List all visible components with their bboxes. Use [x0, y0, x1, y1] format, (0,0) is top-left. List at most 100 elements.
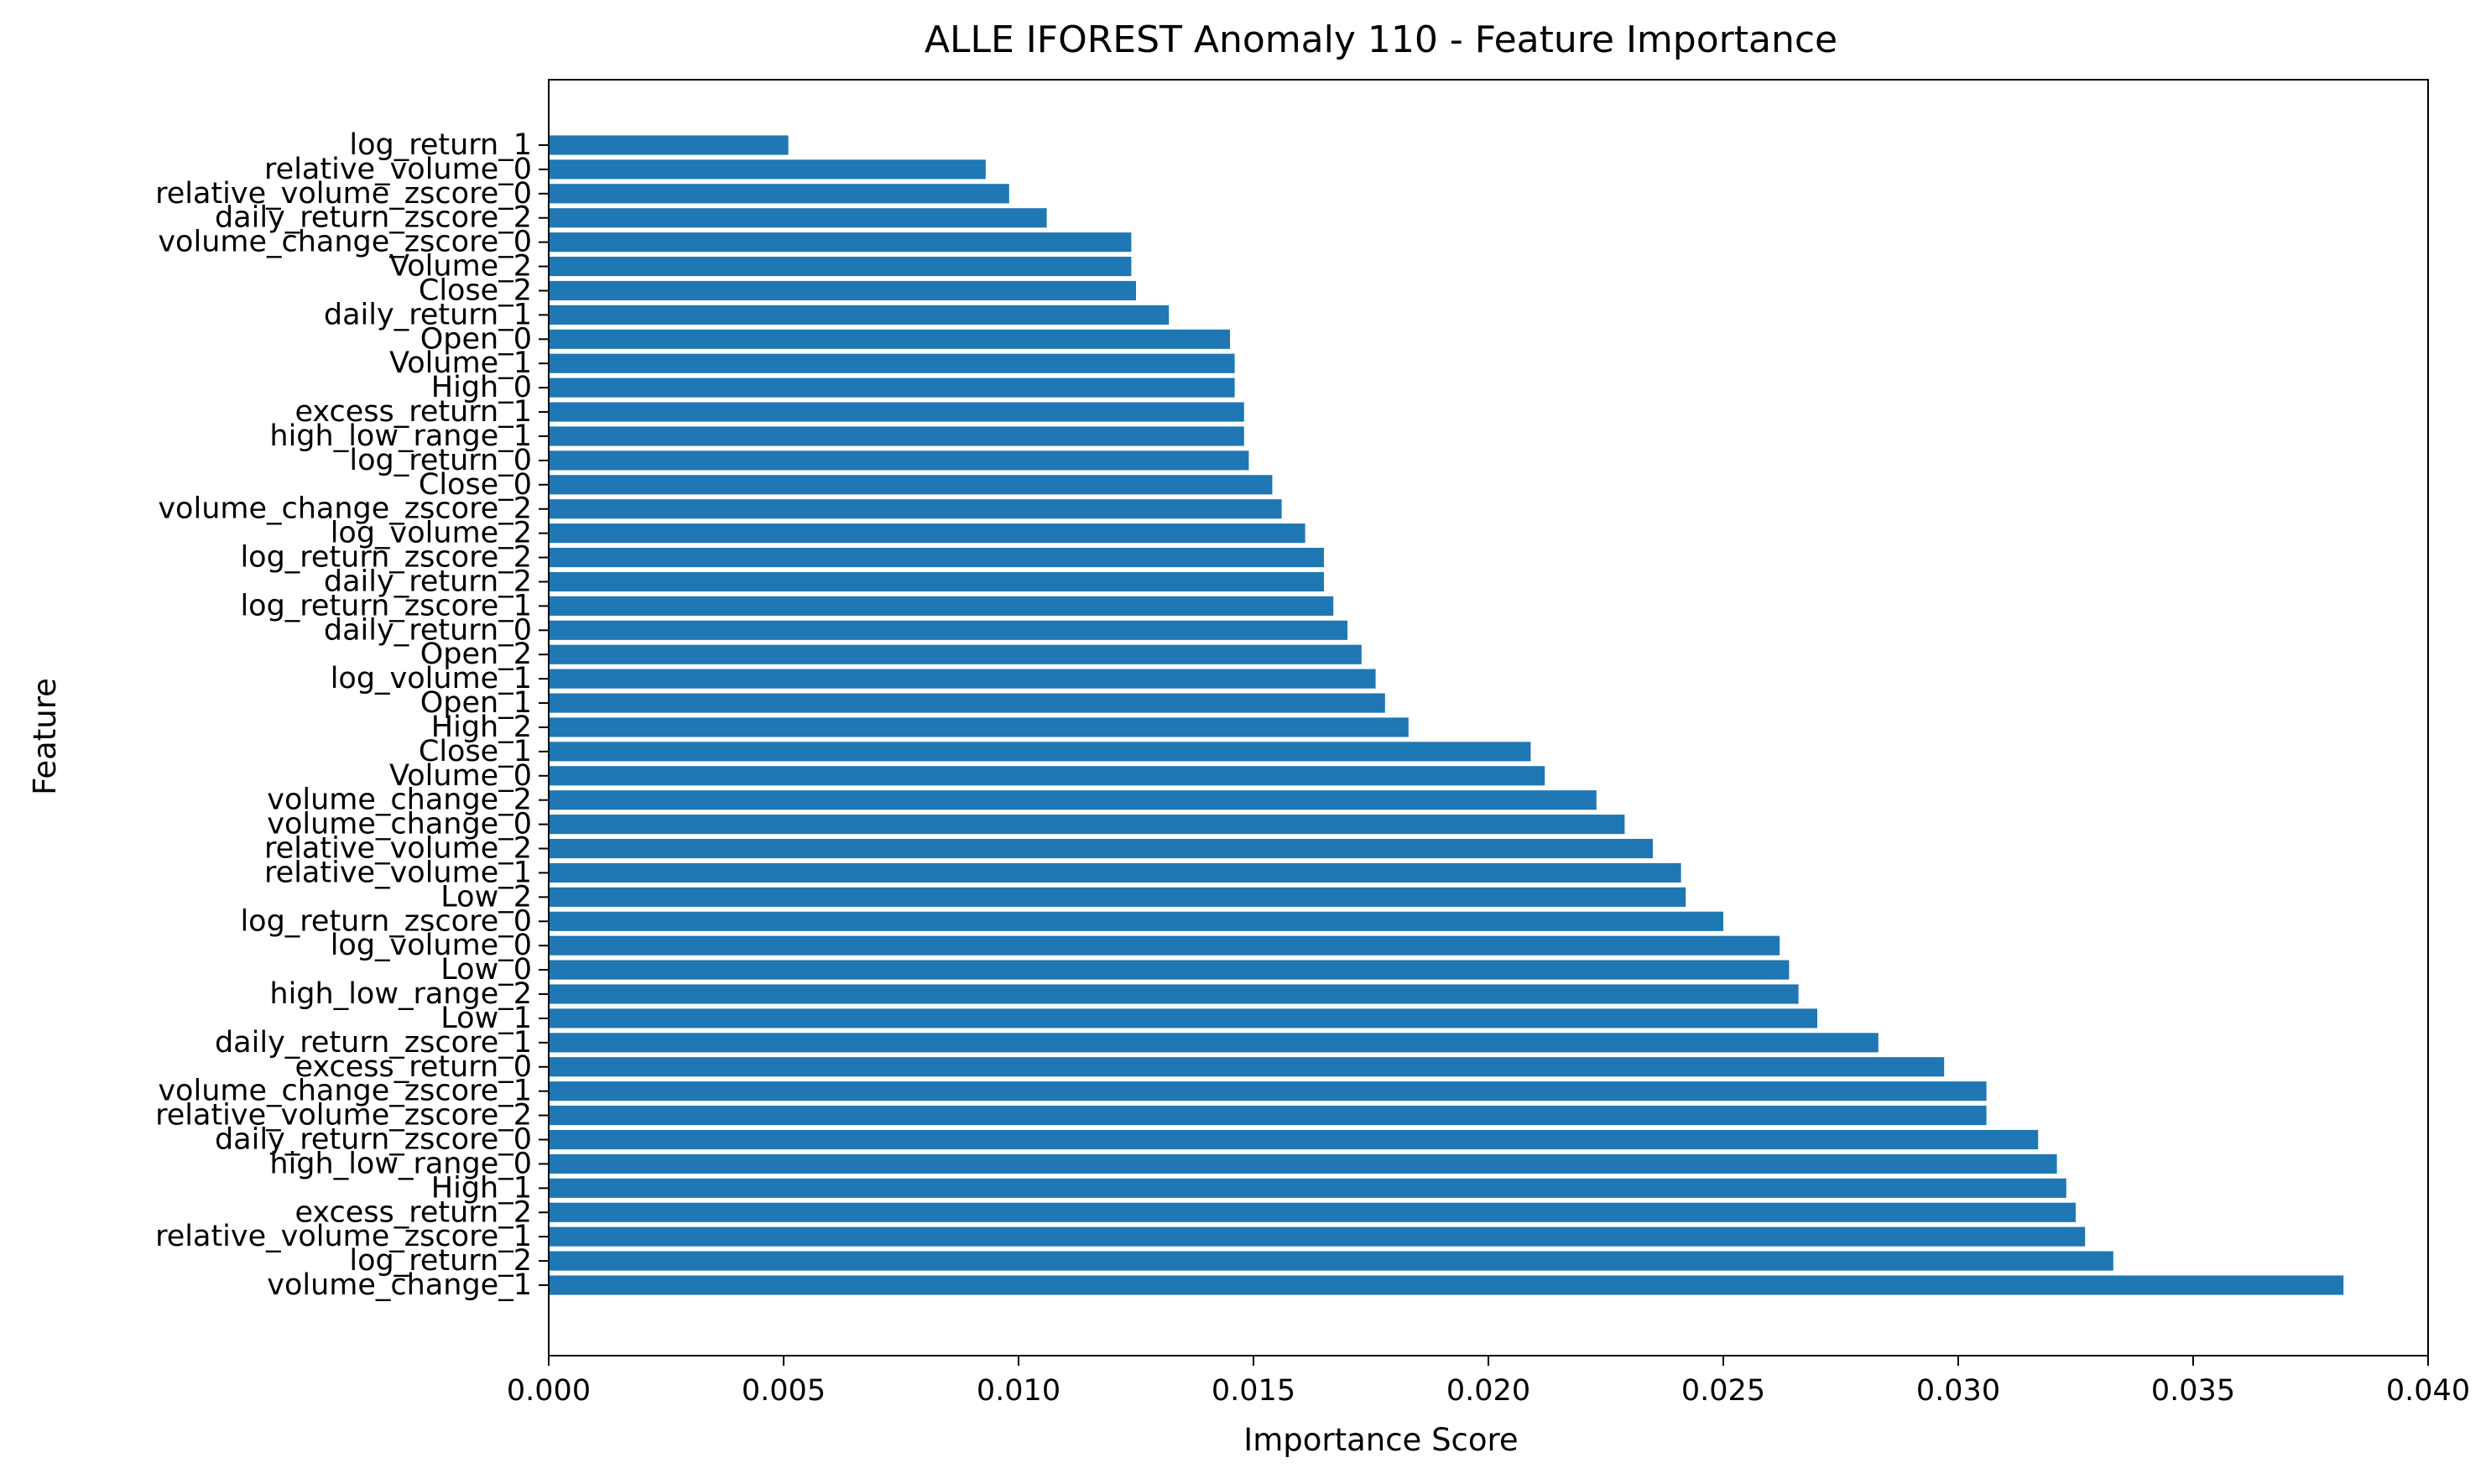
y-tick-label: relative_volume_zscore_0 [155, 177, 532, 211]
y-tick-label: relative_volume_0 [264, 153, 532, 186]
x-tick-label: 0.020 [1446, 1374, 1530, 1408]
y-tick-label: Close_2 [419, 273, 532, 307]
bar-excess_return_2 [549, 1202, 2076, 1222]
y-tick-label: Low_2 [440, 880, 532, 914]
bar-log_volume_2 [549, 523, 1305, 544]
bar-log_return_0 [549, 450, 1249, 471]
bar-relative_volume_0 [549, 159, 986, 180]
bar-Low_2 [549, 887, 1686, 907]
y-tick-label: volume_change_1 [267, 1268, 532, 1302]
y-tick-label: relative_volume_1 [264, 856, 532, 889]
y-tick-label: volume_change_zscore_0 [158, 226, 532, 259]
x-tick-label: 0.000 [507, 1374, 591, 1408]
bar-relative_volume_2 [549, 838, 1653, 859]
bars-group [549, 135, 2344, 1295]
bar-relative_volume_1 [549, 862, 1681, 883]
bar-log_return_zscore_2 [549, 547, 1324, 568]
y-axis-label: Feature [27, 678, 63, 795]
bar-daily_return_0 [549, 620, 1347, 640]
y-tick-label: high_low_range_2 [269, 977, 532, 1011]
y-tick-label: volume_change_0 [267, 808, 532, 841]
x-tick-label: 0.030 [1916, 1374, 2000, 1408]
bar-excess_return_1 [549, 402, 1244, 422]
bar-volume_change_zscore_0 [549, 232, 1132, 253]
bar-log_volume_1 [549, 669, 1376, 689]
bar-High_0 [549, 378, 1235, 398]
y-tick-label: relative_volume_zscore_2 [155, 1099, 532, 1133]
bar-Open_0 [549, 329, 1230, 349]
y-tick-label: high_low_range_0 [269, 1147, 532, 1180]
y-tick-label: Low_1 [440, 1002, 532, 1035]
y-tick-label: log_return_2 [349, 1244, 532, 1278]
bar-Low_1 [549, 1008, 1817, 1028]
bar-Volume_2 [549, 257, 1132, 277]
y-tick-label: High_0 [431, 371, 532, 404]
y-tick-label: Open_2 [420, 638, 532, 671]
bar-log_volume_0 [549, 935, 1780, 955]
y-tick-label: log_return_1 [349, 128, 532, 162]
bar-high_low_range_1 [549, 426, 1244, 446]
y-tick-label: log_return_zscore_0 [240, 904, 532, 938]
bar-log_return_2 [549, 1251, 2113, 1271]
bar-Low_0 [549, 960, 1790, 980]
bar-daily_return_zscore_0 [549, 1129, 2039, 1150]
y-tick-label: excess_return_1 [294, 395, 532, 429]
y-tick-label: Close_1 [419, 735, 532, 768]
bar-log_return_zscore_1 [549, 596, 1334, 616]
y-tick-label: log_volume_2 [331, 517, 532, 550]
bar-excess_return_0 [549, 1057, 1945, 1077]
bar-log_return_1 [549, 135, 789, 155]
y-tick-label: excess_return_0 [294, 1050, 532, 1084]
y-tick-label: volume_change_2 [267, 784, 532, 817]
plot-frame [548, 79, 2429, 1356]
bar-Volume_1 [549, 353, 1235, 373]
y-tick-label: High_2 [431, 711, 532, 744]
bar-Open_2 [549, 644, 1362, 664]
y-tick-label: log_return_zscore_1 [240, 589, 532, 622]
bar-volume_change_zscore_1 [549, 1081, 1987, 1101]
bar-High_1 [549, 1178, 2066, 1198]
x-tick-label: 0.005 [742, 1374, 826, 1408]
bar-daily_return_1 [549, 305, 1170, 325]
bar-volume_change_0 [549, 815, 1625, 835]
x-tick-label: 0.025 [1681, 1374, 1765, 1408]
y-tick-label: high_low_range_1 [269, 419, 532, 453]
bar-volume_change_zscore_2 [549, 499, 1282, 519]
bar-daily_return_2 [549, 571, 1324, 592]
bar-Volume_0 [549, 766, 1545, 786]
x-tick-label: 0.040 [2386, 1374, 2470, 1408]
y-tick-label: excess_return_2 [294, 1195, 532, 1229]
y-tick-label: volume_change_zscore_2 [158, 492, 532, 526]
bar-volume_change_1 [549, 1275, 2344, 1295]
bar-Close_2 [549, 280, 1136, 301]
y-tick-label: daily_return_0 [324, 613, 532, 647]
bar-relative_volume_zscore_1 [549, 1226, 2086, 1247]
y-tick-label: Open_1 [420, 686, 532, 720]
x-tick-label: 0.035 [2151, 1374, 2235, 1408]
y-tick-label: volume_change_zscore_1 [158, 1075, 532, 1108]
x-ticks-group: 0.000 0.005 0.010 0.015 0.020 0.025 0.030 0.035… [507, 1356, 2470, 1408]
x-tick-label: 0.010 [977, 1374, 1060, 1408]
y-tick-label: daily_return_zscore_2 [215, 201, 532, 235]
y-tick-label: Open_0 [420, 322, 532, 356]
y-tick-label: log_return_zscore_2 [240, 541, 532, 575]
bar-Close_1 [549, 742, 1531, 762]
bar-log_return_zscore_0 [549, 911, 1723, 931]
y-tick-label: daily_return_zscore_0 [215, 1123, 532, 1157]
bar-high_low_range_2 [549, 984, 1799, 1004]
y-tick-label: Volume_0 [389, 759, 532, 793]
chart-title: ALLE IFOREST Anomaly 110 - Feature Impor… [925, 18, 1837, 61]
y-tick-label: daily_return_zscore_1 [215, 1026, 532, 1060]
y-tick-label: daily_return_2 [324, 565, 532, 598]
y-tick-label: Close_0 [419, 468, 532, 502]
y-tick-label: Volume_1 [389, 346, 532, 380]
y-tick-label: log_volume_0 [331, 929, 532, 962]
bar-daily_return_zscore_1 [549, 1033, 1879, 1053]
bar-Close_0 [549, 475, 1273, 495]
bar-daily_return_zscore_2 [549, 208, 1047, 228]
y-tick-label: relative_volume_zscore_1 [155, 1220, 532, 1253]
bar-relative_volume_zscore_2 [549, 1106, 1987, 1126]
bar-Open_1 [549, 693, 1385, 713]
